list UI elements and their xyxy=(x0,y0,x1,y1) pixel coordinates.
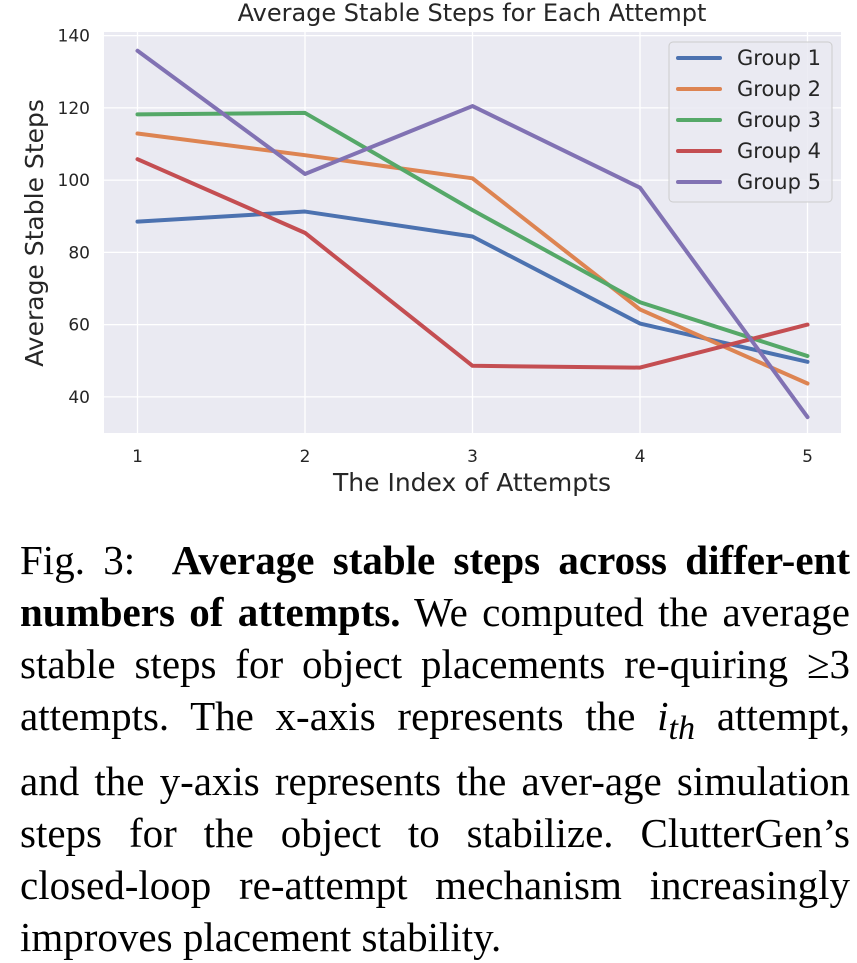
y-tick-label: 140 xyxy=(58,27,90,47)
caption-body-2: attempt, and the y-axis represents the a… xyxy=(20,693,851,961)
x-axis-label: The Index of Attempts xyxy=(332,468,611,497)
legend-label: Group 4 xyxy=(737,139,821,163)
figure-caption: Fig. 3: Average stable steps across diff… xyxy=(20,534,850,963)
legend-label: Group 1 xyxy=(737,46,821,70)
y-tick-label: 40 xyxy=(68,388,90,408)
legend: Group 1 Group 2 Group 3 Group 4 Group 5 xyxy=(668,41,833,203)
caption-math-i: i xyxy=(657,693,669,739)
x-tick-label: 4 xyxy=(635,447,646,467)
series-line-group-4 xyxy=(135,157,810,370)
legend-label: Group 2 xyxy=(737,77,821,101)
y-tick-label: 100 xyxy=(58,171,90,191)
x-tick-label: 2 xyxy=(300,447,311,467)
caption-label: Fig. 3: xyxy=(20,537,136,583)
tick-layer: 1 2 3 4 5 40 60 80 100 120 140 xyxy=(58,27,813,467)
caption-bold-text: Average stable steps across differ-ent n… xyxy=(20,537,850,635)
series-line-group-3 xyxy=(135,110,810,359)
y-tick-label: 120 xyxy=(58,99,90,119)
y-tick-label: 60 xyxy=(68,316,90,336)
caption-math-sub: th xyxy=(668,710,696,748)
legend-label: Group 3 xyxy=(737,108,821,132)
series-line-group-2 xyxy=(135,131,810,386)
series-line-group-5 xyxy=(135,48,810,420)
legend-label: Group 5 xyxy=(737,170,821,194)
x-tick-label: 3 xyxy=(467,447,478,467)
y-tick-label: 80 xyxy=(68,243,90,263)
series-layer xyxy=(135,48,810,420)
y-axis-label: Average Stable Steps xyxy=(20,99,49,367)
x-tick-label: 1 xyxy=(132,447,143,467)
chart-title: Average Stable Steps for Each Attempt xyxy=(238,0,707,27)
x-tick-label: 5 xyxy=(802,447,813,467)
caption-body-1: We computed the average stable steps for… xyxy=(20,589,851,739)
legend-box xyxy=(668,41,833,203)
